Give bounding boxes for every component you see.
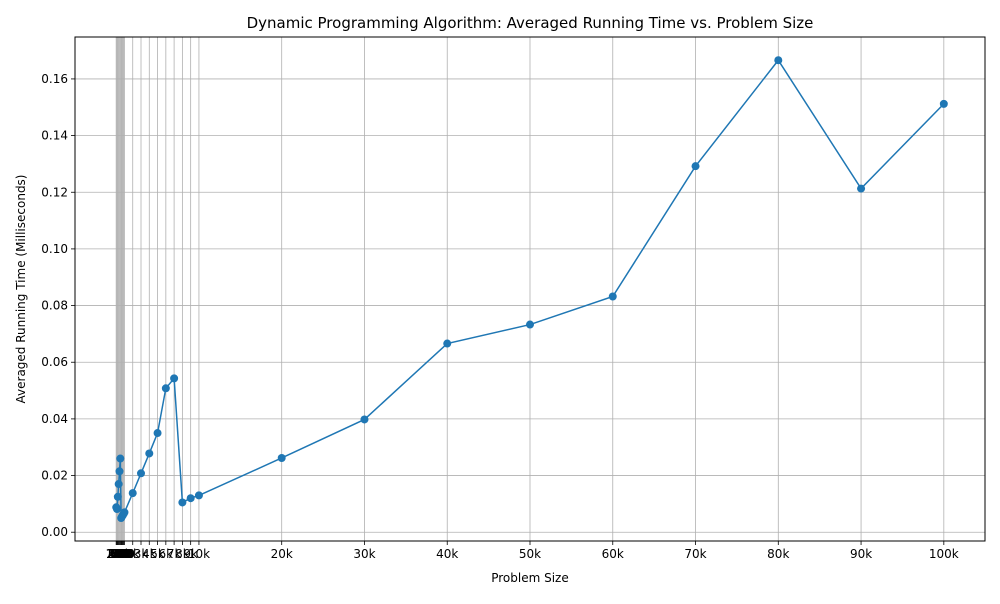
x-tick-label: 700 <box>111 547 134 561</box>
data-point <box>277 453 286 462</box>
data-point <box>120 508 129 517</box>
data-point <box>128 489 137 498</box>
x-tick-label: 100 <box>106 547 129 561</box>
data-point <box>857 184 866 193</box>
data-point <box>443 339 452 348</box>
x-tick-label: 60k <box>602 547 624 561</box>
data-point <box>115 467 124 476</box>
x-tick-label: 200 <box>106 547 129 561</box>
data-point <box>170 374 179 383</box>
x-tick-label: 800 <box>111 547 134 561</box>
data-point <box>153 429 162 438</box>
data-point <box>145 449 154 458</box>
data-point <box>114 480 123 489</box>
data-point <box>186 494 195 503</box>
y-ticks: 0.00 0.02 0.04 0.06 0.08 0.10 0.12 0.14 0.16 <box>41 72 75 539</box>
x-tick-label: 4k <box>142 547 157 561</box>
data-point <box>161 384 170 393</box>
data-point <box>774 56 783 65</box>
data-point <box>691 162 700 171</box>
x-tick-label: 1k <box>117 547 132 561</box>
data-point <box>116 454 125 463</box>
x-tick-label: 9k <box>183 547 198 561</box>
x-tick-label: 300 <box>107 547 130 561</box>
y-tick-label: 0.10 <box>41 242 68 256</box>
y-tick-label: 0.14 <box>41 129 68 143</box>
y-tick-label: 0.06 <box>41 355 68 369</box>
x-tick-label: 30k <box>353 547 375 561</box>
x-tick-label: 80k <box>767 547 789 561</box>
y-tick-label: 0.16 <box>41 72 68 86</box>
data-point <box>113 492 122 501</box>
x-tick-label: 8k <box>175 547 190 561</box>
x-tick-label: 400 <box>108 547 131 561</box>
x-tick-label: 6k <box>159 547 174 561</box>
series-layer <box>112 56 948 523</box>
data-point <box>526 320 534 329</box>
x-axis-label: Problem Size <box>491 571 569 585</box>
data-point <box>194 491 203 500</box>
y-axis-label: Averaged Running Time (Milliseconds) <box>14 175 28 404</box>
y-tick-label: 0.04 <box>41 412 68 426</box>
data-point <box>137 469 146 478</box>
x-tick-label: 40k <box>436 547 458 561</box>
x-tick-label: 10 <box>109 547 124 561</box>
y-tick-label: 0.12 <box>41 185 68 199</box>
data-point <box>939 99 948 108</box>
x-tick-label: 900 <box>112 547 135 561</box>
x-tick-label: 500 <box>109 547 132 561</box>
y-tick-label: 0.00 <box>41 525 68 539</box>
x-ticks: 101002003004005006007008009001k2k3k4k5k6… <box>106 541 959 561</box>
chart-title: Dynamic Programming Algorithm: Averaged … <box>247 14 814 32</box>
x-tick-label: 100k <box>929 547 959 561</box>
x-tick-label: 5k <box>150 547 165 561</box>
x-tick-label: 70k <box>684 547 706 561</box>
x-tick-label: 20k <box>271 547 293 561</box>
x-tick-label: 600 <box>110 547 133 561</box>
x-tick-label: 90k <box>850 547 872 561</box>
x-tick-label: 7k <box>167 547 182 561</box>
data-point <box>113 504 122 513</box>
x-tick-label: 10k <box>188 547 210 561</box>
x-tick-label: 2k <box>125 547 140 561</box>
y-tick-label: 0.02 <box>41 469 68 483</box>
x-tick-label: 3k <box>134 547 149 561</box>
y-tick-label: 0.08 <box>41 299 68 313</box>
x-tick-label: 50k <box>519 547 541 561</box>
data-point <box>178 498 187 507</box>
data-point <box>608 292 617 301</box>
data-point <box>360 415 369 424</box>
